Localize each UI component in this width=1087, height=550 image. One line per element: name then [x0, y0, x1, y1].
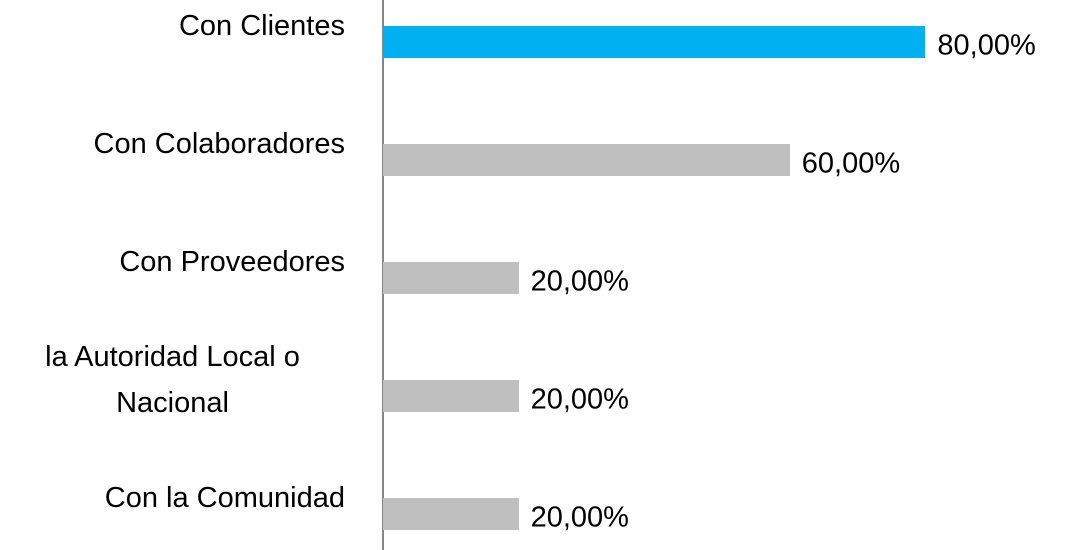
value-label: 80,00%	[937, 29, 1036, 62]
category-label: Con Proveedores	[119, 246, 345, 278]
bar	[383, 26, 926, 58]
value-label: 20,00%	[530, 265, 629, 298]
category-axis	[382, 0, 384, 550]
value-label: 20,00%	[530, 383, 629, 416]
category-label: Con Clientes	[178, 10, 345, 42]
value-label: 20,00%	[530, 501, 629, 534]
bar	[383, 262, 519, 294]
bar	[383, 380, 519, 412]
category-label: la Autoridad Local o Nacional	[45, 341, 300, 419]
bar	[383, 498, 519, 530]
category-label: Con la Comunidad	[104, 482, 345, 514]
bar	[383, 144, 790, 176]
category-label: Con Colaboradores	[93, 128, 345, 160]
value-label: 60,00%	[801, 147, 901, 180]
